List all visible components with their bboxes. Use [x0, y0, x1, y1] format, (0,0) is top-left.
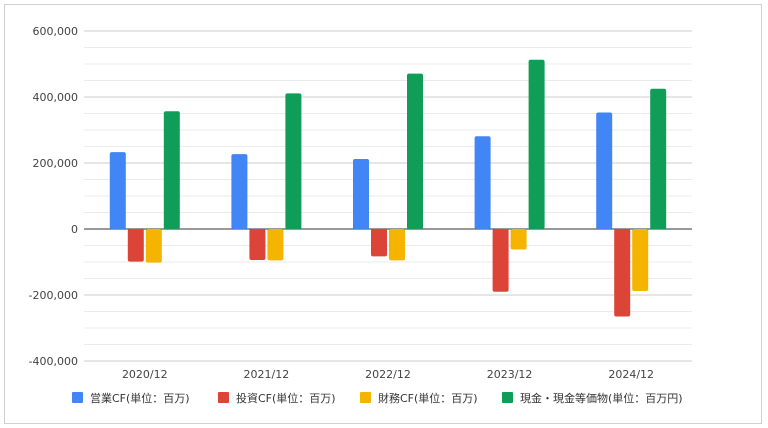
- legend-label: 営業CF(単位：百万): [90, 391, 190, 405]
- y-tick-label: 400,000: [33, 91, 79, 104]
- bar: [407, 73, 423, 229]
- bar: [353, 159, 369, 229]
- bar: [528, 59, 545, 230]
- x-tick-label: 2024/12: [608, 368, 654, 381]
- bar: [249, 229, 266, 261]
- legend-label: 投資CF(単位：百万): [236, 391, 336, 405]
- y-tick-label: 600,000: [33, 25, 79, 38]
- bar: [510, 229, 527, 250]
- bar: [596, 112, 613, 229]
- bar: [231, 154, 248, 229]
- legend-swatch: [218, 392, 229, 403]
- bar: [474, 136, 491, 229]
- bar: [145, 229, 162, 263]
- bar: [492, 229, 509, 292]
- x-tick-label: 2021/12: [244, 368, 290, 381]
- y-tick-label: 200,000: [33, 157, 79, 170]
- bar: [127, 229, 144, 262]
- x-tick-label: 2020/12: [122, 368, 168, 381]
- bar: [632, 229, 649, 292]
- chart-frame: [4, 4, 762, 424]
- y-tick-label: -400,000: [29, 355, 78, 368]
- legend-swatch: [360, 392, 371, 403]
- bar: [285, 93, 302, 230]
- bar: [614, 229, 631, 317]
- x-tick-label: 2022/12: [365, 368, 411, 381]
- bar: [163, 111, 180, 229]
- y-tick-label: -200,000: [29, 289, 78, 302]
- bar: [267, 229, 284, 261]
- bar: [371, 229, 387, 257]
- legend-swatch: [72, 392, 83, 403]
- bar: [109, 152, 126, 229]
- legend-swatch: [502, 392, 513, 403]
- bar: [650, 88, 667, 229]
- bar: [389, 229, 405, 261]
- legend-label: 現金・現金等価物(単位：百万円): [520, 391, 683, 405]
- x-tick-label: 2023/12: [487, 368, 533, 381]
- y-tick-label: 0: [71, 223, 78, 236]
- legend-label: 財務CF(単位：百万): [378, 391, 478, 405]
